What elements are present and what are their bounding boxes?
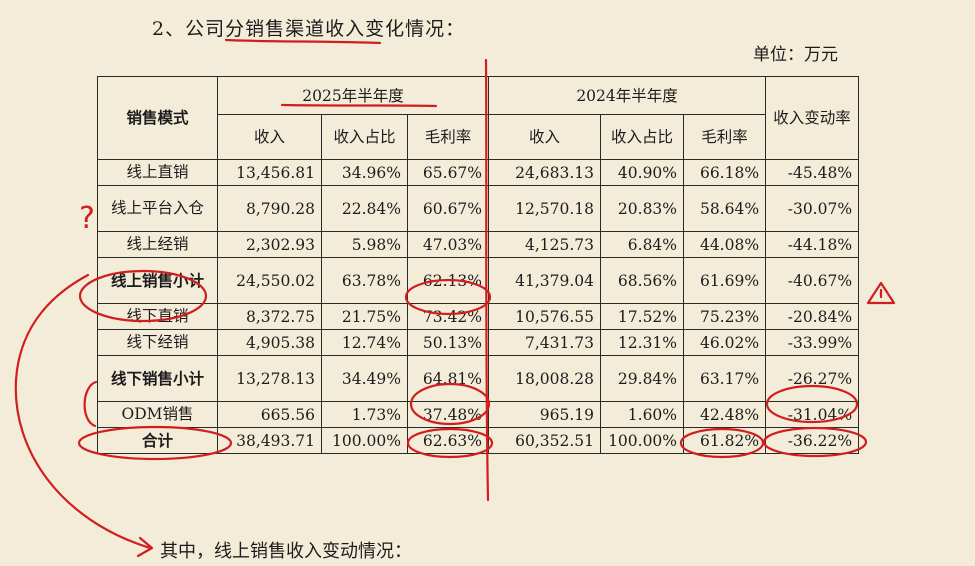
revenue-2024: 18,008.28 — [488, 355, 602, 402]
margin-2025: 62.63% — [406, 427, 490, 454]
table-row: 线上直销 13,456.81 34.96% 65.67% 24,683.13 4… — [97, 159, 860, 186]
unit-label: 单位：万元 — [753, 45, 838, 65]
share-2025: 34.49% — [321, 355, 408, 402]
header-revenue-2025: 收入 — [217, 114, 322, 160]
share-2025: 5.98% — [321, 231, 408, 258]
margin-2024: 61.82% — [683, 427, 767, 454]
share-2024: 29.84% — [600, 355, 685, 402]
revenue-2024: 24,683.13 — [488, 159, 602, 186]
row-label: 线下直销 — [97, 303, 218, 330]
table-row: 线上平台入仓 8,790.28 22.84% 60.67% 12,570.18 … — [97, 185, 860, 232]
row-label: 线上销售小计 — [97, 257, 218, 304]
revenue-2025: 13,278.13 — [217, 355, 322, 402]
share-2025: 12.74% — [321, 329, 408, 356]
row-label: 线下经销 — [97, 329, 218, 356]
row-label: 线上经销 — [97, 231, 218, 258]
margin-2025: 50.13% — [406, 329, 490, 356]
revenue-2025: 38,493.71 — [217, 427, 322, 454]
revenue-change: -26.27% — [765, 355, 860, 402]
table-row: 线上经销 2,302.93 5.98% 47.03% 4,125.73 6.84… — [97, 231, 860, 258]
revenue-change: -40.67% — [765, 257, 860, 304]
revenue-change: -20.84% — [765, 303, 860, 330]
margin-2024: 44.08% — [683, 231, 767, 258]
table-row: 线下经销 4,905.38 12.74% 50.13% 7,431.73 12.… — [97, 329, 860, 356]
margin-2025: 64.81% — [406, 355, 490, 402]
share-2024: 40.90% — [600, 159, 685, 186]
share-2024: 1.60% — [600, 401, 685, 428]
revenue-change: -30.07% — [765, 185, 860, 232]
table-row: ODM销售 665.56 1.73% 37.48% 965.19 1.60% 4… — [97, 401, 860, 428]
warning-triangle-icon — [866, 281, 896, 305]
footer-text: 其中，线上销售收入变动情况： — [160, 541, 412, 562]
header-margin-2024: 毛利率 — [683, 114, 767, 160]
section-heading: 2、公司分销售渠道收入变化情况： — [152, 18, 466, 40]
header-period-2024: 2024年半年度 — [488, 76, 767, 115]
share-2024: 20.83% — [600, 185, 685, 232]
table-row-total: 合计 38,493.71 100.00% 62.63% 60,352.51 10… — [97, 427, 860, 454]
revenue-2024: 10,576.55 — [488, 303, 602, 330]
revenue-2024: 60,352.51 — [488, 427, 602, 454]
revenue-change: -33.99% — [765, 329, 860, 356]
margin-2024: 58.64% — [683, 185, 767, 232]
margin-2024: 42.48% — [683, 401, 767, 428]
revenue-change: -44.18% — [765, 231, 860, 258]
margin-2025: 37.48% — [406, 401, 490, 428]
margin-2025: 65.67% — [406, 159, 490, 186]
share-2025: 21.75% — [321, 303, 408, 330]
row-label: 线上直销 — [97, 159, 218, 186]
header-sales-mode: 销售模式 — [97, 76, 218, 160]
revenue-2024: 4,125.73 — [488, 231, 602, 258]
share-2025: 34.96% — [321, 159, 408, 186]
table-row: 线下直销 8,372.75 21.75% 73.42% 10,576.55 17… — [97, 303, 860, 330]
row-label: ODM销售 — [97, 401, 218, 428]
bracket-offline-subtotal — [83, 380, 98, 428]
margin-2024: 75.23% — [683, 303, 767, 330]
margin-2025: 47.03% — [406, 231, 490, 258]
revenue-2025: 2,302.93 — [217, 231, 322, 258]
row-label: 合计 — [97, 427, 218, 454]
margin-2024: 66.18% — [683, 159, 767, 186]
revenue-2024: 41,379.04 — [488, 257, 602, 304]
revenue-2025: 13,456.81 — [217, 159, 322, 186]
revenue-2024: 7,431.73 — [488, 329, 602, 356]
share-2024: 100.00% — [600, 427, 685, 454]
margin-2025: 73.42% — [406, 303, 490, 330]
header-revenue-2024: 收入 — [488, 114, 602, 160]
table-row-subtotal: 线上销售小计 24,550.02 63.78% 62.13% 41,379.04… — [97, 257, 860, 304]
revenue-2025: 665.56 — [217, 401, 322, 428]
margin-2024: 63.17% — [683, 355, 767, 402]
margin-2025: 62.13% — [406, 257, 490, 304]
header-share-2024: 收入占比 — [600, 114, 685, 160]
margin-2024: 46.02% — [683, 329, 767, 356]
margin-2024: 61.69% — [683, 257, 767, 304]
revenue-change: -36.22% — [765, 427, 860, 454]
header-margin-2025: 毛利率 — [406, 114, 490, 160]
revenue-2025: 24,550.02 — [217, 257, 322, 304]
revenue-2025: 8,372.75 — [217, 303, 322, 330]
revenue-change: -45.48% — [765, 159, 860, 186]
share-2025: 1.73% — [321, 401, 408, 428]
sales-channel-table: 销售模式 2025年半年度 2024年半年度 收入变动率 收入 收入占比 毛利率… — [97, 76, 860, 454]
header-revenue-change: 收入变动率 — [765, 76, 860, 160]
row-label: 线上平台入仓 — [97, 185, 218, 232]
share-2024: 6.84% — [600, 231, 685, 258]
question-mark-icon: ? — [79, 201, 95, 236]
revenue-2025: 8,790.28 — [217, 185, 322, 232]
row-label: 线下销售小计 — [97, 355, 218, 402]
revenue-2024: 12,570.18 — [488, 185, 602, 232]
header-share-2025: 收入占比 — [321, 114, 408, 160]
share-2025: 22.84% — [321, 185, 408, 232]
arrowhead — [136, 536, 154, 558]
table-row-subtotal: 线下销售小计 13,278.13 34.49% 64.81% 18,008.28… — [97, 355, 860, 402]
share-2024: 17.52% — [600, 303, 685, 330]
revenue-2024: 965.19 — [488, 401, 602, 428]
margin-2025: 60.67% — [406, 185, 490, 232]
share-2024: 12.31% — [600, 329, 685, 356]
revenue-change: -31.04% — [765, 401, 860, 428]
revenue-2025: 4,905.38 — [217, 329, 322, 356]
share-2024: 68.56% — [600, 257, 685, 304]
header-period-2025: 2025年半年度 — [216, 76, 490, 115]
share-2025: 63.78% — [321, 257, 408, 304]
share-2025: 100.00% — [321, 427, 408, 454]
